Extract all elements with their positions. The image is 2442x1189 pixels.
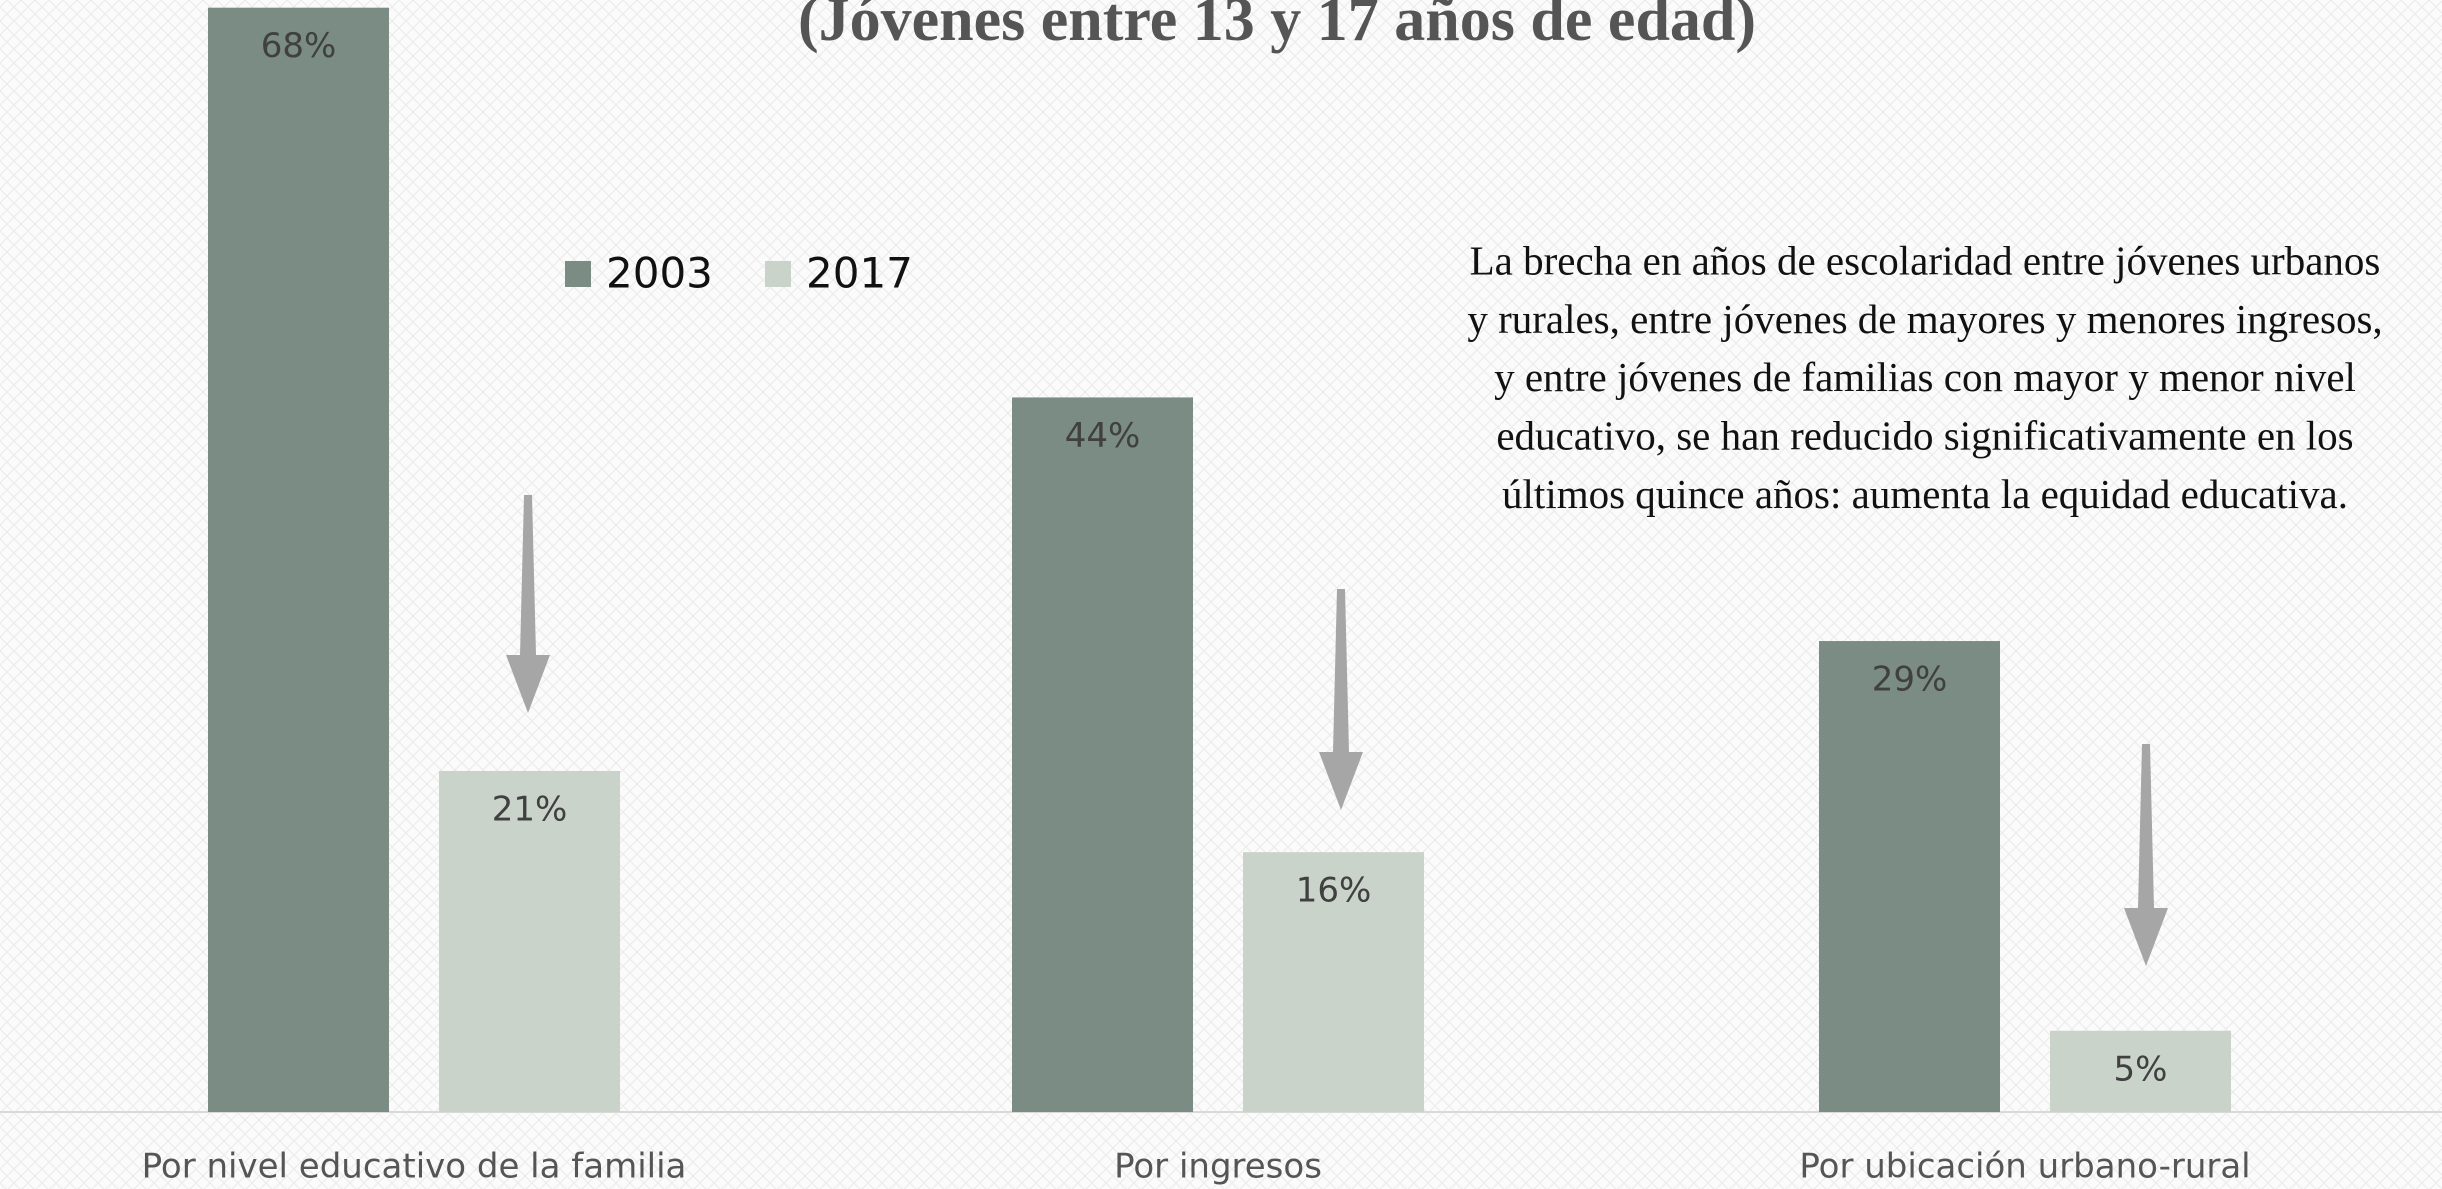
data-label: 44%	[1065, 416, 1141, 456]
annotation: educativo, se han reducido significativa…	[1496, 413, 2353, 459]
data-label: 16%	[1296, 871, 1372, 911]
bar	[1819, 641, 2000, 1112]
x-tick-label: Por ingresos	[1114, 1147, 1322, 1187]
bar	[439, 770, 620, 1112]
x-tick-label: Por ubicación urbano-rural	[1799, 1147, 2250, 1187]
arrows	[506, 495, 2168, 966]
data-label: 21%	[492, 789, 568, 829]
data-label: 5%	[2114, 1049, 2168, 1089]
bar	[1012, 397, 1193, 1112]
legend-swatch	[765, 261, 791, 287]
arrow	[2124, 744, 2168, 966]
data-label: 29%	[1872, 660, 1948, 700]
annotation: y entre jóvenes de familias con mayor y …	[1494, 354, 2356, 400]
data-label: 68%	[261, 26, 337, 66]
legend-label: 2003	[606, 249, 713, 298]
annotation: últimos quince años: aumenta la equidad …	[1502, 471, 2348, 517]
legend-swatch	[565, 261, 591, 287]
annotation: La brecha en años de escolaridad entre j…	[1470, 237, 2381, 283]
annotation: y rurales, entre jóvenes de mayores y me…	[1467, 296, 2382, 342]
chart-title: (Jóvenes entre 13 y 17 años de edad)	[798, 0, 1756, 54]
arrow	[506, 495, 550, 713]
arrow	[1319, 589, 1363, 810]
bar	[208, 7, 389, 1112]
legend-label: 2017	[806, 249, 913, 298]
x-tick-label: Por nivel educativo de la familia	[142, 1147, 687, 1187]
bar	[2050, 1030, 2231, 1112]
bar	[1243, 852, 1424, 1112]
